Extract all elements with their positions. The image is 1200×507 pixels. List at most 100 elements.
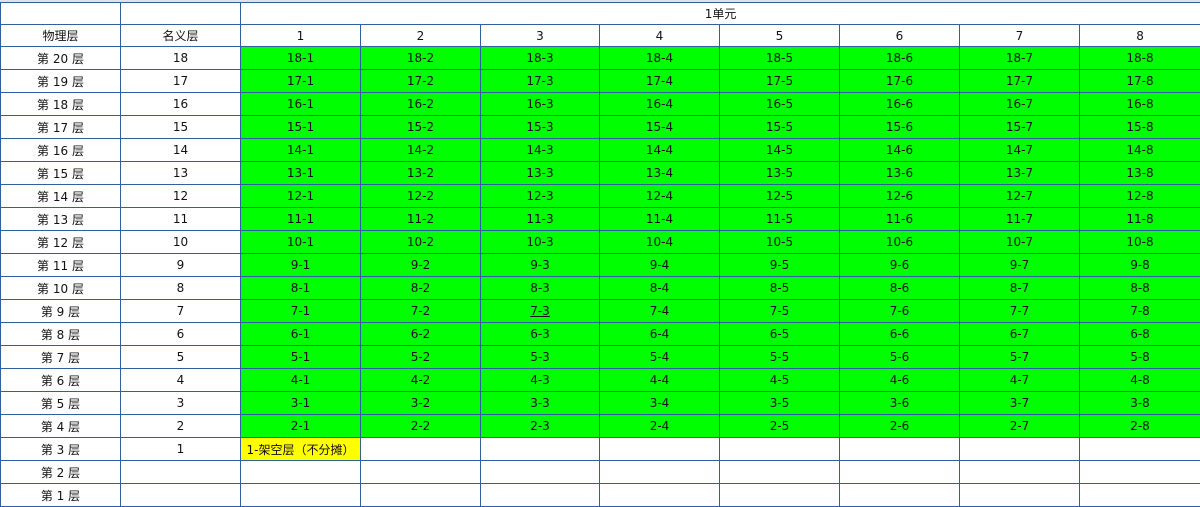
physical-floor-cell[interactable]: 第 5 层: [0, 391, 121, 415]
room-cell[interactable]: 18-4: [599, 46, 720, 70]
room-cell[interactable]: 12-4: [599, 184, 720, 208]
room-cell[interactable]: 8-1: [240, 276, 361, 300]
physical-floor-cell[interactable]: 第 19 层: [0, 69, 121, 93]
nominal-floor-cell[interactable]: 11: [120, 207, 241, 231]
nominal-floor-cell[interactable]: 13: [120, 161, 241, 185]
room-cell[interactable]: 3-4: [599, 391, 720, 415]
physical-floor-cell[interactable]: 第 17 层: [0, 115, 121, 139]
room-cell[interactable]: 14-3: [480, 138, 600, 162]
room-cell[interactable]: 11-5: [719, 207, 840, 231]
room-cell[interactable]: 3-7: [959, 391, 1080, 415]
room-cell[interactable]: 11-3: [480, 207, 600, 231]
room-cell[interactable]: 13-8: [1078, 161, 1200, 185]
empty-cell[interactable]: [959, 437, 1080, 461]
room-cell[interactable]: 4-5: [719, 368, 840, 392]
nominal-floor-header[interactable]: 名义层: [120, 24, 241, 47]
column-header-3[interactable]: 3: [480, 24, 600, 47]
room-cell[interactable]: 17-3: [480, 69, 600, 93]
room-cell[interactable]: 5-7: [959, 345, 1080, 369]
room-cell[interactable]: 16-3: [480, 92, 600, 116]
room-cell[interactable]: 4-8: [1078, 368, 1200, 392]
room-cell[interactable]: 18-7: [959, 46, 1080, 70]
room-cell[interactable]: 9-7: [959, 253, 1080, 277]
room-cell[interactable]: 2-6: [839, 414, 960, 438]
room-cell[interactable]: 11-2: [360, 207, 481, 231]
empty-cell[interactable]: [240, 460, 361, 484]
room-cell[interactable]: 4-4: [599, 368, 720, 392]
empty-cell[interactable]: [719, 483, 840, 507]
room-cell[interactable]: 10-1: [240, 230, 361, 254]
empty-cell[interactable]: [719, 460, 840, 484]
room-cell[interactable]: 15-1: [240, 115, 361, 139]
physical-floor-header[interactable]: 物理层: [0, 24, 121, 47]
room-cell[interactable]: 7-4: [599, 299, 720, 323]
room-cell[interactable]: 16-2: [360, 92, 481, 116]
room-cell[interactable]: 3-5: [719, 391, 840, 415]
room-cell[interactable]: 13-7: [959, 161, 1080, 185]
room-cell[interactable]: 12-6: [839, 184, 960, 208]
room-cell[interactable]: 6-2: [360, 322, 481, 346]
column-header-1[interactable]: 1: [240, 24, 361, 47]
room-cell[interactable]: 16-4: [599, 92, 720, 116]
room-cell[interactable]: 8-8: [1078, 276, 1200, 300]
room-cell[interactable]: 2-2: [360, 414, 481, 438]
room-cell[interactable]: 5-5: [719, 345, 840, 369]
nominal-floor-cell[interactable]: 17: [120, 69, 241, 93]
room-cell[interactable]: 15-8: [1078, 115, 1200, 139]
room-cell[interactable]: 3-3: [480, 391, 600, 415]
room-cell[interactable]: 17-2: [360, 69, 481, 93]
room-cell[interactable]: 18-2: [360, 46, 481, 70]
room-cell[interactable]: 12-8: [1078, 184, 1200, 208]
room-cell[interactable]: 12-5: [719, 184, 840, 208]
room-cell[interactable]: 11-4: [599, 207, 720, 231]
column-header-4[interactable]: 4: [599, 24, 720, 47]
room-cell[interactable]: 10-8: [1078, 230, 1200, 254]
physical-floor-cell[interactable]: 第 8 层: [0, 322, 121, 346]
empty-cell[interactable]: [360, 437, 481, 461]
empty-cell[interactable]: [599, 460, 720, 484]
room-cell[interactable]: 6-5: [719, 322, 840, 346]
room-cell[interactable]: 7-1: [240, 299, 361, 323]
room-cell[interactable]: 13-3: [480, 161, 600, 185]
room-cell[interactable]: 14-2: [360, 138, 481, 162]
room-cell[interactable]: 10-7: [959, 230, 1080, 254]
room-cell[interactable]: 15-2: [360, 115, 481, 139]
empty-cell[interactable]: [480, 437, 600, 461]
empty-cell[interactable]: [839, 437, 960, 461]
room-cell[interactable]: 13-2: [360, 161, 481, 185]
room-cell[interactable]: 12-7: [959, 184, 1080, 208]
room-cell[interactable]: 18-5: [719, 46, 840, 70]
nominal-floor-cell[interactable]: 4: [120, 368, 241, 392]
nominal-floor-cell[interactable]: 2: [120, 414, 241, 438]
physical-floor-cell[interactable]: 第 6 层: [0, 368, 121, 392]
room-cell[interactable]: 13-4: [599, 161, 720, 185]
nominal-floor-cell[interactable]: 14: [120, 138, 241, 162]
room-cell[interactable]: 13-6: [839, 161, 960, 185]
room-cell[interactable]: 5-8: [1078, 345, 1200, 369]
room-cell[interactable]: 7-5: [719, 299, 840, 323]
empty-cell[interactable]: [1078, 483, 1200, 507]
room-cell[interactable]: 5-1: [240, 345, 361, 369]
room-cell[interactable]: 10-2: [360, 230, 481, 254]
empty-cell[interactable]: [599, 437, 720, 461]
room-cell[interactable]: 2-3: [480, 414, 600, 438]
physical-floor-cell[interactable]: 第 10 层: [0, 276, 121, 300]
physical-floor-cell[interactable]: 第 16 层: [0, 138, 121, 162]
physical-floor-cell[interactable]: 第 3 层: [0, 437, 121, 461]
room-cell[interactable]: 5-6: [839, 345, 960, 369]
room-cell[interactable]: 5-2: [360, 345, 481, 369]
physical-floor-cell[interactable]: 第 7 层: [0, 345, 121, 369]
nominal-floor-cell[interactable]: 7: [120, 299, 241, 323]
nominal-floor-cell[interactable]: [120, 483, 241, 507]
room-cell[interactable]: 10-6: [839, 230, 960, 254]
room-cell[interactable]: 6-8: [1078, 322, 1200, 346]
empty-cell[interactable]: [959, 460, 1080, 484]
empty-cell[interactable]: [480, 460, 600, 484]
nominal-floor-cell[interactable]: 8: [120, 276, 241, 300]
nominal-floor-cell[interactable]: 12: [120, 184, 241, 208]
room-cell[interactable]: 3-8: [1078, 391, 1200, 415]
room-cell[interactable]: 13-5: [719, 161, 840, 185]
room-cell[interactable]: 16-1: [240, 92, 361, 116]
room-cell[interactable]: 10-5: [719, 230, 840, 254]
room-cell[interactable]: 12-1: [240, 184, 361, 208]
